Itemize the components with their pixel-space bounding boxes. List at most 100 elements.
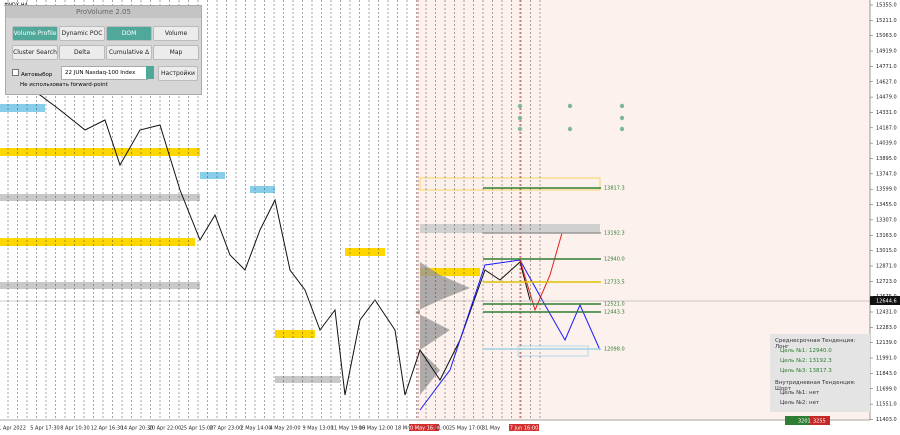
time-label: 8 Apr 10:30	[60, 426, 89, 432]
price-label: 13747.0	[876, 171, 897, 177]
time-label: 18 May	[395, 426, 413, 432]
level-label: 13817.3	[604, 186, 625, 192]
dropdown[interactable]	[146, 66, 154, 79]
target: Цель №1: нет	[780, 390, 820, 396]
time-label: 11:00	[435, 426, 449, 432]
price-label: 15355.0	[876, 3, 897, 9]
provolume-panel: ProVolume 2.05 Volume Profile Dynamic POC…	[5, 5, 202, 95]
zone	[0, 194, 200, 201]
price-label: 12575.0	[876, 294, 897, 300]
price-label: 15063.0	[876, 33, 897, 39]
price-label: 14479.0	[876, 95, 897, 101]
price-label: 14039.0	[876, 141, 897, 147]
panel-button[interactable]: Map	[153, 45, 199, 60]
marker	[619, 126, 625, 132]
panel-button[interactable]: Delta	[59, 45, 105, 60]
zone	[0, 282, 200, 289]
price-label: 11699.0	[876, 386, 897, 392]
price-label: 14331.0	[876, 110, 897, 116]
zone	[200, 172, 225, 179]
price-label: 13599.0	[876, 187, 897, 193]
sell: 3255	[813, 419, 826, 425]
volume-profile	[415, 262, 470, 395]
current-price-box	[870, 296, 900, 305]
zone	[345, 248, 385, 256]
zone	[275, 376, 340, 383]
marker	[517, 115, 523, 121]
level-label: 12733.5	[604, 280, 625, 286]
intraday: Внутридневная Тенденция: Шорт	[775, 380, 856, 392]
time-marker	[409, 424, 439, 431]
time-label: 27 Apr 23:00	[210, 426, 243, 432]
price-axis-bg	[870, 0, 900, 435]
instrument-select[interactable]: 22 JUN Nasdaq-100 Index	[61, 66, 148, 80]
target: Цель №2: 13192.3	[780, 358, 832, 364]
price-label: 12871.0	[876, 263, 897, 269]
zone	[420, 224, 600, 233]
price-label: 11403.0	[876, 417, 897, 423]
time-label: 5 Apr 17:30	[30, 426, 59, 432]
buy: 3201	[798, 419, 811, 425]
zone	[0, 104, 45, 112]
price-label: 11551.0	[876, 402, 897, 408]
zone	[0, 148, 200, 156]
level-label: 12940.0	[604, 257, 625, 263]
target: Цель №2: нет	[780, 400, 820, 406]
time-label: 20 Apr 22:00	[149, 426, 182, 432]
time-label: 25 May 17:00	[449, 426, 483, 432]
time-label: 31 May	[482, 426, 500, 432]
level-label: 12443.3	[604, 310, 625, 316]
time-label: 12 Apr 16:30	[91, 426, 124, 432]
price-label: 15211.0	[876, 18, 897, 24]
level-label: 12521.0	[604, 302, 625, 308]
price-label: 13307.0	[876, 217, 897, 223]
settings-button[interactable]: Настройки	[158, 66, 198, 81]
zone	[0, 238, 195, 246]
marker	[517, 126, 523, 132]
panel-button[interactable]: Volume	[153, 26, 199, 41]
panel-title: ProVolume 2.05	[6, 6, 201, 18]
level-label: 13192.3	[604, 231, 625, 237]
time-label: 25 Apr 15:00	[181, 426, 214, 432]
buy-box	[785, 416, 828, 425]
medium-term: Среднесрочная Тенденция: Лонг	[775, 338, 856, 350]
zone	[420, 268, 480, 276]
price-label: 12139.0	[876, 340, 897, 346]
price-label: 14627.0	[876, 79, 897, 85]
time-marker	[509, 424, 539, 431]
time-label: 1 Apr 2022	[0, 426, 26, 432]
zone	[419, 177, 601, 191]
trend-box: Среднесрочная Тенденция: Лонг Внутриднев…	[770, 334, 870, 412]
zone	[250, 186, 275, 193]
projection-long	[519, 232, 563, 312]
current-price: 12644.6	[876, 299, 897, 305]
price-label: 13455.0	[876, 202, 897, 208]
zone	[275, 330, 315, 338]
price-label: 13895.0	[876, 156, 897, 162]
time-label: 14 Apr 20:30	[121, 426, 154, 432]
price-line	[14, 84, 531, 396]
forward-point[interactable]: Не использовать forward-point	[20, 82, 108, 88]
panel-button[interactable]: Volume Profile	[12, 26, 58, 41]
price-label: 12431.0	[876, 310, 897, 316]
sell-box	[810, 416, 830, 425]
panel-button[interactable]: Dynamic POC	[59, 26, 105, 41]
price-label: 14187.0	[876, 125, 897, 131]
price-label: 11843.0	[876, 371, 897, 377]
panel-button[interactable]: Cluster Search	[12, 45, 58, 60]
marker	[619, 103, 625, 109]
time-label: 4 May 20:00	[269, 426, 300, 432]
panel-button[interactable]: DOM	[106, 26, 152, 41]
marker	[619, 115, 625, 121]
target: Цель №3: 13817.3	[780, 368, 832, 374]
marker	[567, 126, 573, 132]
auto-select-label: Автовыбор	[21, 72, 53, 78]
time-label: 16 May 12:00	[359, 426, 393, 432]
auto-select[interactable]: Автовыбор	[12, 69, 52, 78]
zone	[517, 345, 589, 357]
time-label: 7 Jun 16:00	[510, 426, 539, 432]
time-label: 20 May 16:30	[407, 426, 441, 432]
panel-button[interactable]: Cumulative Δ	[106, 45, 152, 60]
price-label: 14919.0	[876, 49, 897, 55]
